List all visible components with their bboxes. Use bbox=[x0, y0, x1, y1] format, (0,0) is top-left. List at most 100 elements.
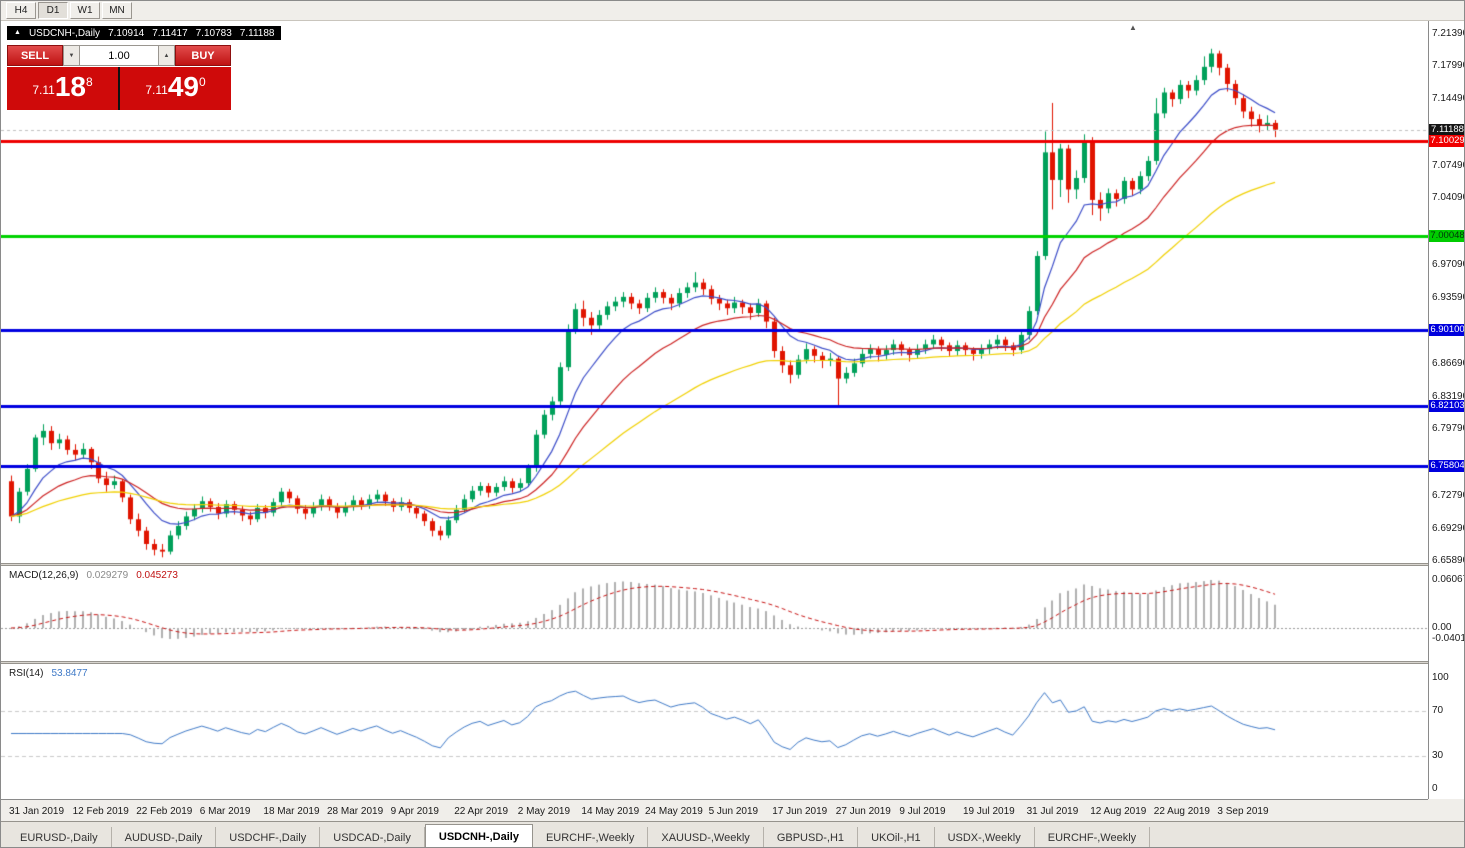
chart-symbol-period: USDCNH-,Daily bbox=[28, 27, 101, 39]
timeframe-toolbar: H4 D1 W1 MN bbox=[1, 1, 1464, 21]
time-axis-label: 22 Apr 2019 bbox=[454, 806, 509, 817]
rsi-scale-label: 0 bbox=[1432, 783, 1438, 794]
macd-name: MACD(12,26,9) bbox=[9, 570, 79, 581]
chart-tab-0[interactable]: EURUSD-,Daily bbox=[7, 827, 112, 847]
rsi-scale-label: 30 bbox=[1432, 749, 1444, 761]
time-axis-label: 28 Mar 2019 bbox=[327, 806, 384, 817]
volume-down-button[interactable]: ▼ bbox=[63, 45, 80, 66]
price-scale-label: 7.21390 bbox=[1432, 27, 1465, 39]
price-scale-label: 6.93590 bbox=[1432, 291, 1465, 303]
chart-info-bar: ▲ USDCNH-,Daily 7.10914 7.11417 7.10783 … bbox=[7, 26, 282, 40]
time-axis: 31 Jan 2019 12 Feb 2019 22 Feb 2019 6 Mar 2… bbox=[1, 799, 1428, 821]
price-level-tag: 6.75804 bbox=[1429, 460, 1465, 472]
time-axis-label: 31 Jan 2019 bbox=[9, 806, 65, 817]
sell-price-pip-digit: 8 bbox=[85, 75, 93, 89]
time-axis-label: 19 Jul 2019 bbox=[963, 806, 1015, 817]
price-scale-label: 7.07490 bbox=[1432, 159, 1465, 171]
price-chart-canvas[interactable] bbox=[1, 21, 1428, 563]
sell-button[interactable]: SELL bbox=[7, 45, 63, 66]
time-axis-label: 3 Sep 2019 bbox=[1217, 806, 1269, 817]
timeframe-button-h4[interactable]: H4 bbox=[6, 2, 36, 19]
macd-main-value: 0.029279 bbox=[86, 570, 129, 581]
price-scale-label: 6.72790 bbox=[1432, 489, 1465, 501]
rsi-panel-splitter[interactable] bbox=[1, 661, 1464, 664]
price-level-tag: 7.00048 bbox=[1429, 229, 1465, 242]
time-axis-label: 6 Mar 2019 bbox=[199, 806, 251, 817]
trade-panel-controls: SELL ▼ ▲ BUY bbox=[7, 45, 231, 66]
price-scale-label: 6.83190 bbox=[1432, 390, 1465, 402]
buy-price-pip-digit: 0 bbox=[198, 75, 206, 89]
buy-price-display[interactable]: 7.11 49 0 bbox=[120, 67, 231, 110]
sell-price-prefix: 7.11 bbox=[32, 83, 55, 97]
price-scale: 7.21390 7.17990 7.14490 7.07490 7.04090 6.970… bbox=[1428, 21, 1465, 799]
chart-tab-5[interactable]: EURCHF-,Weekly bbox=[533, 827, 649, 847]
time-axis-label: 9 Apr 2019 bbox=[390, 806, 439, 817]
time-axis-label: 12 Aug 2019 bbox=[1090, 806, 1147, 817]
chart-tab-6[interactable]: XAUUSD-,Weekly bbox=[648, 827, 764, 847]
time-axis-label: 17 Jun 2019 bbox=[772, 806, 828, 817]
chart-tab-10[interactable]: EURCHF-,Weekly bbox=[1035, 827, 1151, 847]
ohlc-close-value: 7.11188 bbox=[239, 27, 275, 39]
rsi-indicator-canvas[interactable] bbox=[1, 664, 1428, 799]
sell-price-big-digits: 18 bbox=[54, 71, 86, 102]
time-axis-label: 27 Jun 2019 bbox=[835, 806, 891, 817]
ohlc-low-value: 7.10783 bbox=[195, 27, 232, 39]
trade-panel-toggle-icon[interactable]: ▲ bbox=[14, 29, 21, 36]
time-axis-label: 12 Feb 2019 bbox=[72, 806, 129, 817]
time-axis-label: 22 Feb 2019 bbox=[136, 806, 193, 817]
rsi-value: 53.8477 bbox=[51, 668, 88, 679]
price-level-tag: 6.82103 bbox=[1429, 400, 1465, 413]
price-level-tag: 6.90100 bbox=[1429, 324, 1465, 337]
rsi-scale-label: 100 bbox=[1432, 672, 1449, 683]
rsi-name: RSI(14) bbox=[9, 668, 44, 679]
price-scale-label: 6.86690 bbox=[1432, 357, 1465, 369]
price-scale-label: 6.79790 bbox=[1432, 423, 1465, 435]
macd-indicator-label: MACD(12,26,9) 0.029279 0.045273 bbox=[9, 570, 178, 581]
price-scale-label: 7.04090 bbox=[1432, 192, 1465, 204]
chart-tab-4[interactable]: USDCNH-,Daily bbox=[424, 824, 533, 847]
macd-indicator-canvas[interactable] bbox=[1, 566, 1428, 661]
time-axis-label: 24 May 2019 bbox=[645, 806, 703, 817]
chart-tabs-bar: EURUSD-,Daily AUDUSD-,Daily USDCHF-,Daily U… bbox=[1, 821, 1464, 847]
timeframe-button-d1[interactable]: D1 bbox=[38, 2, 68, 19]
chart-shift-marker-icon[interactable]: ▲ bbox=[1129, 23, 1137, 32]
chart-tab-9[interactable]: USDX-,Weekly bbox=[935, 827, 1035, 847]
volume-up-button[interactable]: ▲ bbox=[158, 45, 175, 66]
rsi-scale-label: 70 bbox=[1432, 705, 1444, 717]
price-scale-label: 7.17990 bbox=[1432, 60, 1465, 71]
time-axis-label: 14 May 2019 bbox=[581, 806, 640, 817]
ohlc-high-value: 7.11417 bbox=[152, 27, 188, 39]
chart-tab-7[interactable]: GBPUSD-,H1 bbox=[764, 827, 859, 847]
macd-scale-label: -0.040152 bbox=[1432, 632, 1464, 644]
chart-tab-2[interactable]: USDCHF-,Daily bbox=[216, 827, 321, 847]
timeframe-button-w1[interactable]: W1 bbox=[70, 2, 100, 19]
volume-input[interactable] bbox=[80, 45, 158, 66]
chart-tab-8[interactable]: UKOil-,H1 bbox=[858, 827, 935, 847]
chart-tab-1[interactable]: AUDUSD-,Daily bbox=[112, 827, 217, 847]
buy-price-big-digits: 49 bbox=[167, 71, 199, 102]
macd-scale-label: 0.060674 bbox=[1432, 574, 1464, 585]
sell-price-display[interactable]: 7.11 18 8 bbox=[7, 67, 118, 110]
macd-signal-value: 0.045273 bbox=[136, 570, 178, 581]
ohlc-open-value: 7.10914 bbox=[108, 27, 145, 39]
time-axis-label: 5 Jun 2019 bbox=[708, 806, 759, 817]
time-axis-label: 9 Jul 2019 bbox=[899, 806, 946, 817]
price-level-tag: 7.11188 bbox=[1429, 123, 1464, 136]
rsi-indicator-label: RSI(14) 53.8477 bbox=[9, 668, 88, 679]
price-level-tag: 7.10029 bbox=[1429, 134, 1465, 147]
buy-button[interactable]: BUY bbox=[175, 45, 231, 66]
time-axis-label: 2 May 2019 bbox=[517, 806, 571, 817]
time-axis-label: 18 Mar 2019 bbox=[263, 806, 320, 817]
price-scale-label: 7.14490 bbox=[1432, 93, 1465, 105]
timeframe-button-mn[interactable]: MN bbox=[102, 2, 132, 19]
price-scale-label: 6.69290 bbox=[1432, 522, 1465, 534]
trade-panel-prices: 7.11 18 8 7.11 49 0 bbox=[7, 67, 231, 110]
chart-tab-3[interactable]: USDCAD-,Daily bbox=[320, 827, 425, 847]
time-axis-label: 31 Jul 2019 bbox=[1026, 806, 1079, 817]
price-scale-label: 6.65890 bbox=[1432, 555, 1465, 567]
macd-scale-label: 0.00 bbox=[1432, 622, 1452, 633]
time-axis-label: 22 Aug 2019 bbox=[1153, 806, 1210, 817]
macd-panel-splitter[interactable] bbox=[1, 563, 1464, 566]
